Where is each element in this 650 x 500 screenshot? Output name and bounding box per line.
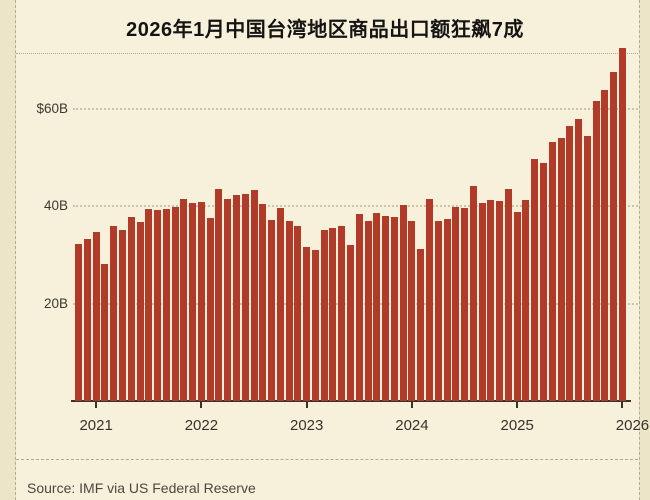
bar-2022-01 — [197, 201, 205, 401]
bar-2023-02 — [311, 250, 319, 401]
bar-2025-04 — [540, 162, 548, 401]
bar-2025-08 — [575, 118, 583, 401]
bar-2022-06 — [241, 194, 249, 401]
bar-2021-12 — [189, 202, 197, 401]
bar-2025-11 — [601, 90, 609, 401]
bar-2021-09 — [162, 208, 170, 401]
bar-2024-03 — [425, 198, 433, 401]
y-axis-tick-label: 20B — [43, 295, 68, 311]
bar-2023-03 — [320, 230, 328, 401]
bar-2025-03 — [531, 159, 539, 401]
bar-2023-06 — [347, 244, 355, 401]
frame-dashed-left-border — [15, 0, 16, 500]
bar-2024-09 — [478, 203, 486, 401]
bar-2022-09 — [268, 220, 276, 401]
bar-2025-06 — [557, 138, 565, 401]
bar-2025-12 — [610, 71, 618, 401]
bar-2022-03 — [215, 189, 223, 401]
y-axis-tick-label: $60B — [36, 101, 68, 117]
bar-2022-08 — [259, 204, 267, 401]
bar-2023-01 — [303, 246, 311, 401]
bar-2020-12 — [83, 238, 91, 401]
gridline-20B — [73, 302, 638, 305]
source-separator-rule — [16, 459, 638, 460]
bar-2021-04 — [118, 230, 126, 401]
bar-2023-04 — [329, 227, 337, 401]
bar-2025-05 — [548, 142, 556, 401]
x-axis-year-label: 2023 — [289, 417, 324, 434]
x-axis-tick-2024 — [410, 402, 413, 408]
bar-2024-12 — [504, 189, 512, 401]
bar-2022-02 — [206, 218, 214, 401]
bar-2023-10 — [382, 216, 390, 401]
x-axis-tick-2026 — [621, 402, 624, 408]
x-axis-year-label: 2022 — [184, 417, 219, 434]
bar-2021-05 — [127, 217, 135, 401]
gridline-40B — [73, 205, 638, 208]
bar-2021-08 — [154, 209, 162, 401]
bar-2021-07 — [145, 209, 153, 401]
x-axis-year-label: 2024 — [395, 417, 429, 434]
bar-2026-01 — [618, 47, 626, 401]
bar-2025-01 — [513, 211, 521, 401]
title-separator-rule — [16, 53, 638, 54]
bar-2024-07 — [461, 207, 469, 401]
bar-2022-05 — [232, 194, 240, 401]
bar-2023-09 — [373, 212, 381, 401]
bar-2021-10 — [171, 206, 179, 401]
bar-2023-12 — [399, 205, 407, 401]
bar-2024-02 — [417, 248, 425, 401]
bar-2024-05 — [443, 218, 451, 401]
gridline-60B — [73, 108, 638, 111]
bar-2023-07 — [355, 214, 363, 401]
bar-2024-01 — [408, 221, 416, 401]
frame-dashed-right-border — [639, 0, 640, 500]
bar-2021-06 — [136, 221, 144, 401]
x-axis-baseline — [71, 400, 631, 402]
bar-2021-11 — [180, 198, 188, 401]
source-credit: Source: IMF via US Federal Reserve — [27, 480, 256, 496]
bar-2023-08 — [364, 220, 372, 401]
x-axis-tick-2025 — [516, 402, 519, 408]
bar-2023-05 — [338, 225, 346, 401]
bar-2021-01 — [92, 232, 100, 401]
bar-2021-03 — [110, 225, 118, 401]
x-axis-tick-2023 — [305, 402, 308, 408]
bar-2022-11 — [285, 221, 293, 401]
x-axis-year-label: 2021 — [79, 417, 113, 434]
bar-2025-09 — [583, 135, 591, 401]
bar-2024-08 — [469, 185, 477, 401]
x-axis-year-label: 2025 — [500, 417, 534, 434]
x-axis-tick-2022 — [200, 402, 203, 408]
chart-title: 2026年1月中国台湾地区商品出口额狂飙7成 — [126, 19, 524, 41]
bar-2024-06 — [452, 206, 460, 401]
x-axis-tick-2021 — [95, 402, 98, 408]
bar-2024-04 — [434, 221, 442, 401]
x-axis-year-label: 2026 — [615, 417, 650, 434]
bar-2024-10 — [487, 200, 495, 401]
bar-2025-10 — [592, 100, 600, 401]
bar-2022-07 — [250, 189, 258, 401]
bar-2022-12 — [294, 225, 302, 401]
bar-2023-11 — [390, 217, 398, 401]
y-axis-tick-label: 40B — [43, 198, 68, 214]
bar-2025-02 — [522, 199, 530, 401]
bar-2024-11 — [496, 201, 504, 401]
bar-2020-11 — [75, 243, 83, 401]
bar-2022-10 — [276, 207, 284, 401]
bar-2021-02 — [101, 263, 109, 401]
bar-2022-04 — [224, 199, 232, 401]
bar-2025-07 — [566, 125, 574, 401]
